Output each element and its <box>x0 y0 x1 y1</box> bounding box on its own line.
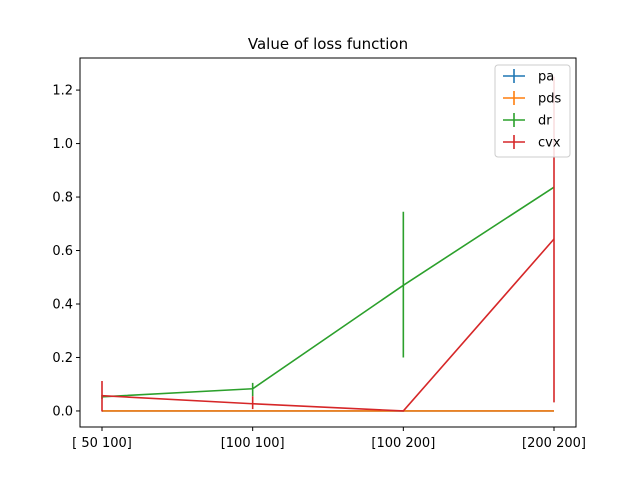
legend-label-cvx: cvx <box>538 136 561 151</box>
y-tick-label: 1.2 <box>52 84 73 99</box>
y-tick-label: 0.2 <box>52 351 73 366</box>
y-tick-label: 0.4 <box>52 298 73 313</box>
y-tick-label: 0.0 <box>52 404 73 419</box>
plot-area: 0.0 0.2 0.4 0.6 0.8 1.0 1.2 [ 50 100] [100 100] [… <box>52 76 586 451</box>
x-tick-label: [100 100] <box>221 436 285 451</box>
y-tick-label: 0.8 <box>52 191 73 206</box>
axes-frame <box>79 57 577 428</box>
series-line-cvx <box>101 238 555 412</box>
x-tick-label: [ 50 100] <box>72 436 132 451</box>
x-tick-label: [100 200] <box>371 436 435 451</box>
legend-label-dr: dr <box>538 114 552 129</box>
y-tick-label: 1.0 <box>52 137 73 152</box>
legend-label-pds: pds <box>538 92 562 107</box>
legend: pa pds dr cvx <box>494 64 571 158</box>
legend-label-pa: pa <box>538 70 554 85</box>
x-tick-label: [200 200] <box>522 436 586 451</box>
series-line-dr <box>101 186 555 398</box>
y-tick-label: 0.6 <box>52 244 73 259</box>
chart-title: Value of loss function <box>248 35 408 53</box>
legend-box <box>494 64 571 158</box>
